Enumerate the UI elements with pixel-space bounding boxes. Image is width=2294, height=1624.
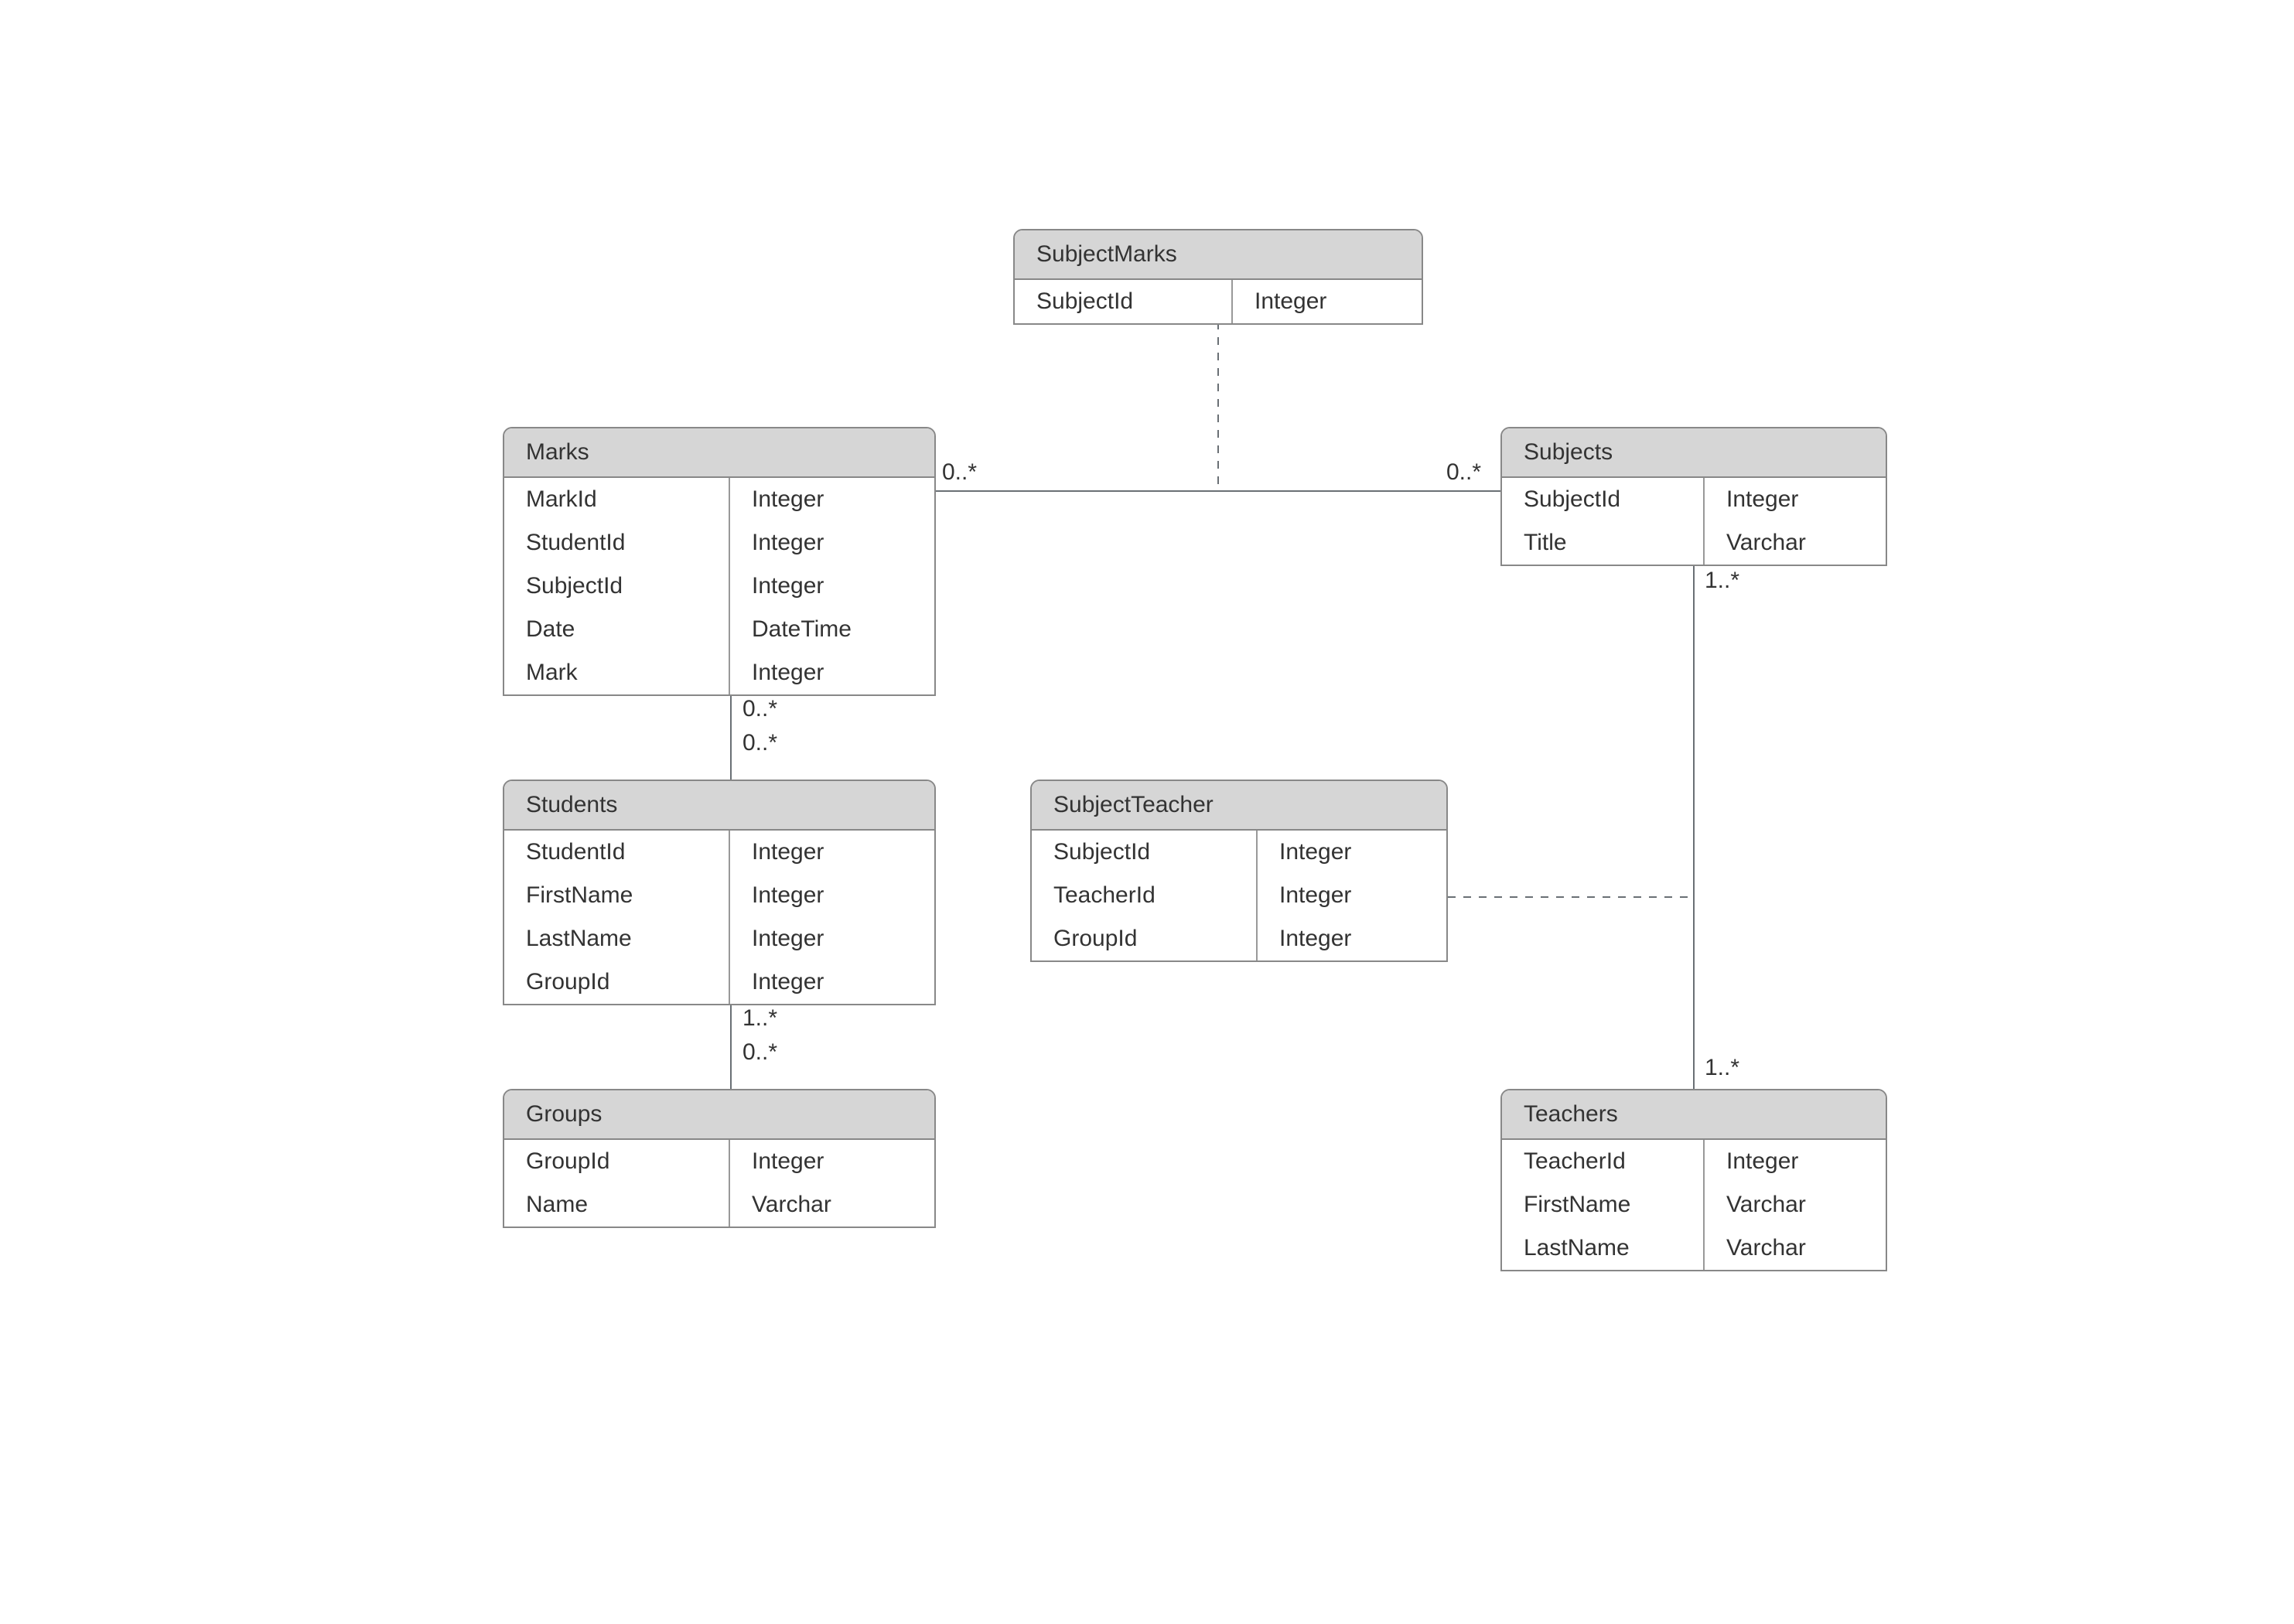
field-types: Integer Integer Integer Integer [730, 831, 845, 1004]
field-type: Varchar [1705, 1183, 1828, 1227]
field-name: StudentId [504, 521, 729, 565]
field-type: Integer [730, 565, 873, 608]
multiplicity-label: 1..* [742, 1005, 777, 1032]
field-name: GroupId [1032, 917, 1256, 960]
field-names: SubjectId Title [1502, 478, 1705, 565]
field-name: FirstName [1502, 1183, 1703, 1227]
field-name: Date [504, 608, 729, 651]
field-name: SubjectId [504, 565, 729, 608]
field-name: Mark [504, 651, 729, 694]
field-type: Integer [730, 521, 873, 565]
entity-title: Marks [504, 428, 934, 478]
field-types: Integer Integer Integer DateTime Integer [730, 478, 873, 694]
field-name: FirstName [504, 874, 729, 917]
field-types: Integer Varchar [730, 1140, 853, 1227]
entity-teachers: Teachers TeacherId FirstName LastName In… [1500, 1089, 1887, 1271]
field-name: Name [504, 1183, 729, 1227]
field-name: SubjectId [1015, 280, 1231, 323]
field-types: Integer Integer Integer [1258, 831, 1373, 960]
field-type: Integer [730, 874, 845, 917]
field-name: SubjectId [1502, 478, 1703, 521]
field-type: DateTime [730, 608, 873, 651]
field-type: Integer [1233, 280, 1348, 323]
entity-subjectmarks: SubjectMarks SubjectId Integer [1013, 229, 1423, 325]
field-name: TeacherId [1032, 874, 1256, 917]
entity-students: Students StudentId FirstName LastName Gr… [503, 780, 936, 1005]
field-names: GroupId Name [504, 1140, 730, 1227]
field-name: MarkId [504, 478, 729, 521]
field-name: StudentId [504, 831, 729, 874]
field-name: GroupId [504, 960, 729, 1004]
field-names: MarkId StudentId SubjectId Date Mark [504, 478, 730, 694]
field-types: Integer Varchar [1705, 478, 1828, 565]
field-names: StudentId FirstName LastName GroupId [504, 831, 730, 1004]
field-name: TeacherId [1502, 1140, 1703, 1183]
multiplicity-label: 1..* [1705, 1055, 1739, 1081]
field-type: Varchar [1705, 521, 1828, 565]
entity-title: Students [504, 781, 934, 831]
entity-title: Groups [504, 1090, 934, 1140]
multiplicity-label: 0..* [1446, 459, 1481, 486]
field-name: Title [1502, 521, 1703, 565]
entity-title: Teachers [1502, 1090, 1886, 1140]
field-type: Integer [1705, 478, 1828, 521]
entity-title: Subjects [1502, 428, 1886, 478]
field-type: Integer [730, 478, 873, 521]
entity-groups: Groups GroupId Name Integer Varchar [503, 1089, 936, 1228]
field-names: SubjectId [1015, 280, 1233, 323]
multiplicity-label: 0..* [942, 459, 977, 486]
entity-title: SubjectMarks [1015, 230, 1422, 280]
entity-subjectteacher: SubjectTeacher SubjectId TeacherId Group… [1030, 780, 1448, 962]
multiplicity-label: 0..* [742, 730, 777, 756]
er-diagram-canvas: SubjectMarks SubjectId Integer Marks Mar… [0, 0, 2294, 1624]
field-type: Integer [1258, 831, 1373, 874]
field-name: SubjectId [1032, 831, 1256, 874]
entity-title: SubjectTeacher [1032, 781, 1446, 831]
field-type: Integer [1705, 1140, 1828, 1183]
field-names: TeacherId FirstName LastName [1502, 1140, 1705, 1270]
field-types: Integer Varchar Varchar [1705, 1140, 1828, 1270]
field-types: Integer [1233, 280, 1348, 323]
field-type: Varchar [730, 1183, 853, 1227]
multiplicity-label: 1..* [1705, 568, 1739, 594]
field-type: Integer [1258, 917, 1373, 960]
multiplicity-label: 0..* [742, 696, 777, 722]
field-type: Integer [730, 917, 845, 960]
field-type: Varchar [1705, 1227, 1828, 1270]
field-name: LastName [504, 917, 729, 960]
field-name: GroupId [504, 1140, 729, 1183]
field-type: Integer [730, 1140, 853, 1183]
field-type: Integer [730, 831, 845, 874]
multiplicity-label: 0..* [742, 1039, 777, 1066]
field-names: SubjectId TeacherId GroupId [1032, 831, 1258, 960]
field-type: Integer [730, 651, 873, 694]
field-type: Integer [730, 960, 845, 1004]
entity-marks: Marks MarkId StudentId SubjectId Date Ma… [503, 427, 936, 696]
field-name: LastName [1502, 1227, 1703, 1270]
entity-subjects: Subjects SubjectId Title Integer Varchar [1500, 427, 1887, 566]
field-type: Integer [1258, 874, 1373, 917]
